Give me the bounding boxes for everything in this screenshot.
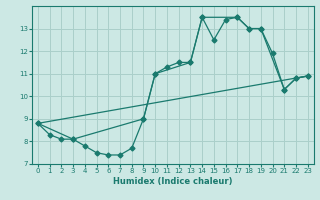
X-axis label: Humidex (Indice chaleur): Humidex (Indice chaleur) (113, 177, 233, 186)
